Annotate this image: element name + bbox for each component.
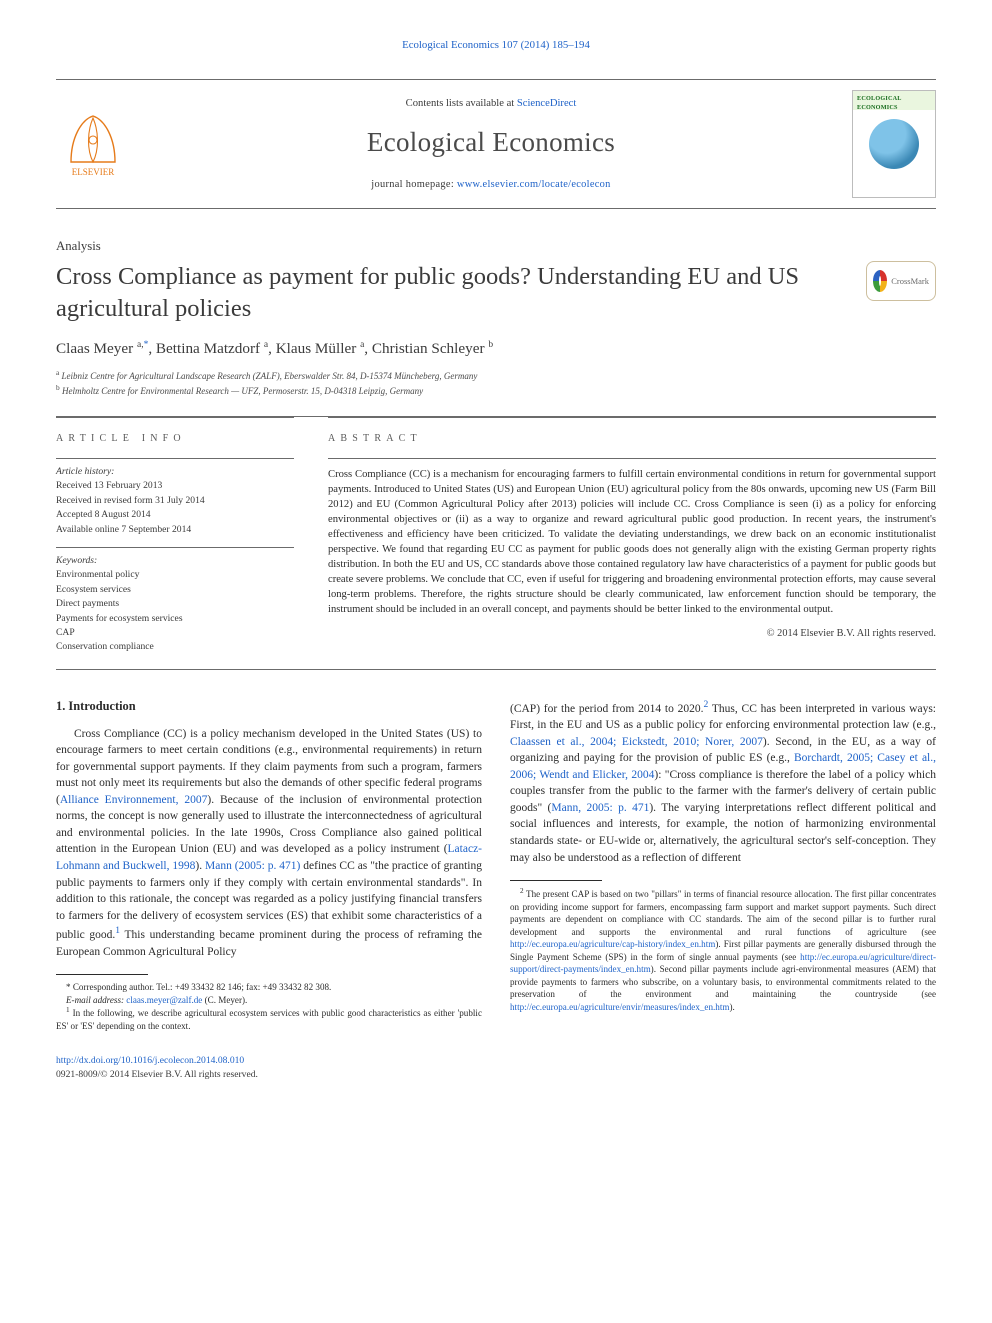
journal-reference-text[interactable]: Ecological Economics 107 (2014) 185–194 xyxy=(402,39,590,51)
footnote-1: 1 In the following, we describe agricult… xyxy=(56,1006,482,1032)
email-link[interactable]: claas.meyer@zalf.de xyxy=(126,995,202,1005)
header-center: Contents lists available at ScienceDirec… xyxy=(148,96,834,192)
intro-para-1: Cross Compliance (CC) is a policy mechan… xyxy=(56,726,482,960)
article-info-column: article info Article history: Received 1… xyxy=(56,417,294,655)
affiliation-b: b Helmholtz Centre for Environmental Res… xyxy=(56,383,936,398)
fn2-link3[interactable]: http://ec.europa.eu/agriculture/envir/me… xyxy=(510,1002,729,1012)
intro-para-2: (CAP) for the period from 2014 to 2020.2… xyxy=(510,698,936,866)
crossmark-icon xyxy=(873,270,887,292)
homepage-prefix: journal homepage: xyxy=(371,179,457,190)
crossmark-label: CrossMark xyxy=(891,275,929,287)
issn-copyright: 0921-8009/© 2014 Elsevier B.V. All right… xyxy=(56,1068,936,1082)
author-2-aff: a xyxy=(264,340,268,350)
ref-link[interactable]: Mann (2005: p. 471) xyxy=(205,860,300,872)
ref-link[interactable]: Alliance Environnement, 2007 xyxy=(60,794,208,806)
abstract-copyright: © 2014 Elsevier B.V. All rights reserved… xyxy=(328,627,936,642)
p2-a: (CAP) for the period from 2014 to 2020. xyxy=(510,703,704,715)
author-4-aff: b xyxy=(488,340,493,350)
ref-link[interactable]: Mann, 2005: p. 471 xyxy=(551,802,649,814)
author-1-aff: a, xyxy=(137,340,144,350)
journal-reference: Ecological Economics 107 (2014) 185–194 xyxy=(56,38,936,53)
abstract-bottom-rule xyxy=(56,669,936,670)
fn2-link1[interactable]: http://ec.europa.eu/agriculture/cap-hist… xyxy=(510,939,715,949)
email-label: E-mail address: xyxy=(66,995,126,1005)
footnote-rule-right xyxy=(510,880,602,881)
authors-line: Claas Meyer a,*, Bettina Matzdorf a, Kla… xyxy=(56,338,936,360)
body-two-columns: 1. Introduction Cross Compliance (CC) is… xyxy=(56,698,936,1033)
abstract-heading: abstract xyxy=(328,432,936,446)
contents-prefix: Contents lists available at xyxy=(406,98,517,109)
fn2-d: ). xyxy=(729,1002,734,1012)
article-info-heading: article info xyxy=(56,432,294,446)
author-1-corr-star[interactable]: * xyxy=(144,340,149,350)
title-row: Cross Compliance as payment for public g… xyxy=(56,261,936,324)
history-received: Received 13 February 2013 xyxy=(56,479,294,493)
history-accepted: Accepted 8 August 2014 xyxy=(56,508,294,522)
section-1-heading: 1. Introduction xyxy=(56,698,482,716)
crossmark-badge[interactable]: CrossMark xyxy=(866,261,936,301)
footnote-1-text: In the following, we describe agricultur… xyxy=(56,1008,482,1031)
p1-c: ). xyxy=(195,860,205,872)
author-4: Christian Schleyer xyxy=(372,340,485,357)
affiliation-a: a Leibniz Centre for Agricultural Landsc… xyxy=(56,368,936,383)
corr-text: * Corresponding author. Tel.: +49 33432 … xyxy=(66,982,331,992)
sciencedirect-link[interactable]: ScienceDirect xyxy=(517,98,576,109)
page-footer: http://dx.doi.org/10.1016/j.ecolecon.201… xyxy=(56,1054,936,1081)
footnote-rule-left xyxy=(56,974,148,975)
author-2: Bettina Matzdorf xyxy=(156,340,260,357)
keywords-label: Keywords: xyxy=(56,554,294,568)
elsevier-logo: ELSEVIER xyxy=(56,102,130,186)
affiliation-b-text: Helmholtz Centre for Environmental Resea… xyxy=(62,386,423,396)
p1-e: This understanding became prominent duri… xyxy=(56,929,482,958)
cover-globe-icon xyxy=(869,119,919,169)
info-abstract-row: article info Article history: Received 1… xyxy=(56,417,936,655)
ref-link[interactable]: Claassen et al., 2004; Eickstedt, 2010; … xyxy=(510,736,763,748)
contents-line: Contents lists available at ScienceDirec… xyxy=(148,96,834,111)
history-label: Article history: xyxy=(56,465,294,479)
keyword: CAP xyxy=(56,626,294,640)
affiliation-a-text: Leibniz Centre for Agricultural Landscap… xyxy=(62,371,478,381)
email-tail: (C. Meyer). xyxy=(202,995,247,1005)
abstract-column: abstract Cross Compliance (CC) is a mech… xyxy=(328,417,936,655)
keyword: Ecosystem services xyxy=(56,583,294,597)
keyword: Conservation compliance xyxy=(56,640,294,654)
article-type: Analysis xyxy=(56,237,936,255)
journal-name: Ecological Economics xyxy=(148,123,834,161)
author-3-aff: a xyxy=(360,340,364,350)
article-history-block: Article history: Received 13 February 20… xyxy=(56,458,294,655)
keyword: Environmental policy xyxy=(56,568,294,582)
author-1: Claas Meyer xyxy=(56,340,133,357)
history-revised: Received in revised form 31 July 2014 xyxy=(56,494,294,508)
journal-cover-thumbnail: ECOLOGICAL ECONOMICS xyxy=(852,90,936,198)
homepage-url[interactable]: www.elsevier.com/locate/ecolecon xyxy=(457,179,611,190)
keyword: Direct payments xyxy=(56,597,294,611)
cover-title: ECOLOGICAL ECONOMICS xyxy=(857,95,935,113)
keyword: Payments for ecosystem services xyxy=(56,612,294,626)
article-title: Cross Compliance as payment for public g… xyxy=(56,261,848,324)
corresponding-author-footnote: * Corresponding author. Tel.: +49 33432 … xyxy=(56,981,482,994)
history-online: Available online 7 September 2014 xyxy=(56,523,294,537)
footnote-2: 2 The present CAP is based on two "pilla… xyxy=(510,887,936,1014)
author-3: Klaus Müller xyxy=(276,340,357,357)
doi-link[interactable]: http://dx.doi.org/10.1016/j.ecolecon.201… xyxy=(56,1055,244,1066)
homepage-line: journal homepage: www.elsevier.com/locat… xyxy=(148,178,834,193)
email-footnote: E-mail address: claas.meyer@zalf.de (C. … xyxy=(56,994,482,1007)
elsevier-logo-label: ELSEVIER xyxy=(72,166,115,179)
journal-header: ELSEVIER Contents lists available at Sci… xyxy=(56,79,936,209)
fn2-a: The present CAP is based on two "pillars… xyxy=(510,889,936,937)
abstract-text: Cross Compliance (CC) is a mechanism for… xyxy=(328,467,936,617)
